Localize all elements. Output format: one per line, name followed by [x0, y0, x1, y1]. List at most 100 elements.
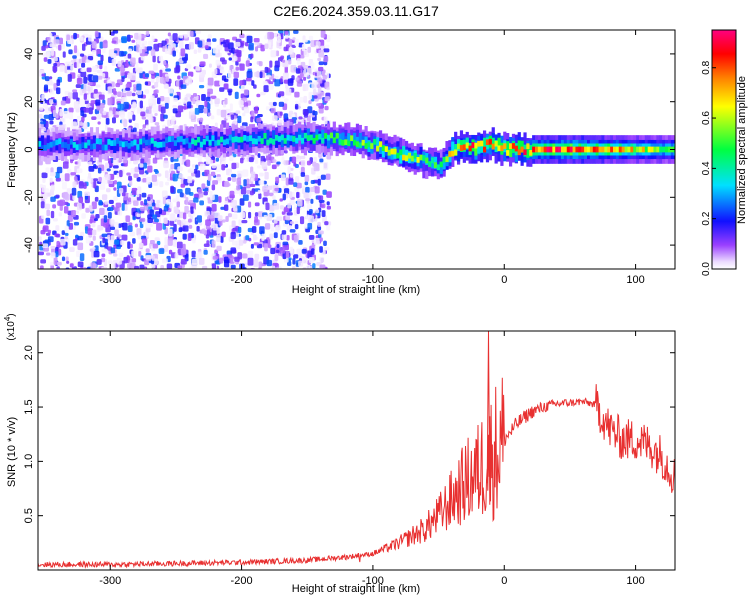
heatmap-speckle: [162, 60, 167, 65]
heatmap-speckle: [294, 38, 299, 47]
heatmap-speckle: [259, 71, 263, 79]
heatmap-speckle: [170, 119, 175, 125]
heatmap-speckle: [275, 50, 280, 57]
heatmap-speckle: [280, 174, 286, 181]
heatmap-ridge-cell: [315, 134, 319, 141]
heatmap-ridge-cell: [101, 144, 105, 151]
heatmap-speckle: [184, 205, 189, 214]
heatmap-speckle: [127, 111, 133, 120]
spectrogram-x-label: Height of straight line (km): [292, 284, 420, 296]
heatmap-speckle: [317, 195, 324, 201]
heatmap-speckle: [91, 116, 97, 120]
heatmap-speckle: [324, 105, 329, 111]
x-tick-label: 0: [501, 575, 507, 587]
heatmap-speckle: [282, 59, 286, 63]
heatmap-speckle: [153, 63, 158, 71]
y-tick-label: 2.0: [23, 345, 35, 360]
heatmap-speckle: [293, 182, 298, 188]
heatmap-speckle: [73, 45, 78, 54]
heatmap-speckle: [162, 258, 168, 264]
heatmap-ridge-cell: [413, 152, 417, 159]
heatmap-ridge-cell: [364, 143, 368, 149]
heatmap-speckle: [230, 247, 237, 254]
heatmap-speckle: [168, 34, 174, 43]
heatmap-speckle: [207, 77, 214, 86]
heatmap-ridge-cell: [133, 139, 137, 146]
heatmap-ridge-cell: [653, 146, 657, 153]
heatmap-speckle: [107, 212, 112, 219]
heatmap-ridge-cell: [352, 132, 357, 145]
heatmap-speckle: [100, 257, 106, 263]
heatmap-speckle: [152, 243, 159, 249]
heatmap-speckle: [100, 54, 104, 62]
x-tick-label: -300: [99, 274, 121, 286]
heatmap-speckle: [69, 247, 75, 252]
heatmap-speckle: [220, 235, 224, 243]
heatmap-speckle: [320, 174, 326, 180]
heatmap-speckle: [55, 177, 61, 182]
heatmap-speckle: [158, 208, 162, 215]
heatmap-ridge-cell: [630, 146, 634, 153]
heatmap-speckle: [188, 42, 194, 50]
heatmap-ridge-cell: [549, 146, 553, 153]
heatmap-speckle: [38, 122, 44, 130]
heatmap-ridge-cell: [182, 138, 186, 145]
heatmap-speckle: [199, 200, 205, 206]
heatmap-speckle: [47, 236, 54, 243]
heatmap-speckle: [136, 44, 140, 53]
heatmap-speckle: [275, 176, 280, 184]
heatmap-speckle: [185, 197, 189, 205]
heatmap-speckle: [324, 82, 329, 88]
heatmap-speckle: [55, 233, 61, 238]
heatmap-speckle: [160, 77, 165, 84]
heatmap-ridge-cell: [546, 146, 550, 153]
heatmap-speckle: [117, 103, 122, 110]
heatmap-speckle: [147, 217, 153, 224]
heatmap-speckle: [43, 246, 49, 252]
heatmap-speckle: [199, 72, 206, 78]
heatmap-ridge-cell: [659, 146, 663, 153]
heatmap-speckle: [298, 260, 304, 267]
heatmap-speckle: [322, 215, 327, 224]
heatmap-ridge-cell: [468, 145, 472, 152]
heatmap-speckle: [73, 221, 80, 226]
heatmap-speckle: [243, 89, 249, 96]
heatmap-ridge-cell: [266, 129, 270, 142]
heatmap-speckle: [313, 237, 320, 245]
heatmap-speckle: [52, 204, 57, 209]
heatmap-speckle: [283, 113, 289, 119]
heatmap-speckle: [242, 169, 249, 177]
heatmap-speckle: [290, 44, 297, 48]
heatmap-speckle: [149, 117, 154, 124]
heatmap-speckle: [138, 67, 143, 74]
heatmap-speckle: [163, 114, 168, 119]
heatmap-speckle: [290, 167, 294, 172]
heatmap-speckle: [229, 224, 233, 232]
heatmap-speckle: [82, 122, 88, 130]
heatmap-speckle: [164, 73, 170, 78]
heatmap-speckle: [282, 72, 289, 81]
heatmap-speckle: [284, 98, 289, 102]
heatmap-speckle: [121, 36, 127, 44]
heatmap-speckle: [287, 203, 292, 209]
heatmap-speckle: [231, 213, 238, 220]
heatmap-speckle: [105, 117, 110, 125]
heatmap-speckle: [289, 173, 294, 178]
heatmap-ridge-cell: [480, 140, 484, 147]
heatmap-speckle: [281, 233, 287, 240]
heatmap-ridge-cell: [624, 146, 628, 153]
heatmap-speckle: [318, 49, 325, 58]
y-tick-label: 1.0: [23, 454, 35, 469]
heatmap-ridge-cell: [540, 146, 544, 153]
heatmap-speckle: [140, 158, 145, 165]
heatmap-speckle: [308, 257, 315, 264]
heatmap-ridge-cell: [404, 155, 409, 162]
heatmap-speckle: [102, 237, 106, 244]
heatmap-speckle: [321, 69, 326, 77]
heatmap-ridge-cell: [387, 149, 391, 156]
heatmap-speckle: [266, 213, 273, 222]
heatmap-ridge-cell: [139, 140, 143, 153]
heatmap-speckle: [192, 97, 196, 105]
heatmap-speckle: [78, 196, 84, 203]
heatmap-ridge-cell: [572, 146, 576, 153]
